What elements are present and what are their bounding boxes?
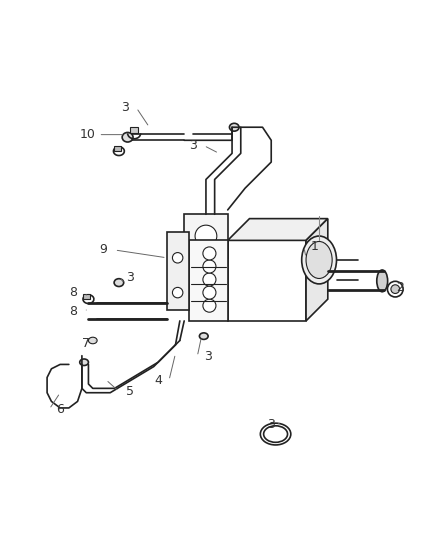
Circle shape xyxy=(203,273,216,286)
Ellipse shape xyxy=(80,359,88,366)
Text: 8: 8 xyxy=(69,286,77,299)
Ellipse shape xyxy=(306,241,332,278)
Text: 5: 5 xyxy=(126,385,134,398)
Text: 6: 6 xyxy=(56,403,64,416)
Text: 1: 1 xyxy=(311,240,319,253)
Bar xyxy=(114,146,120,151)
Ellipse shape xyxy=(377,270,388,292)
Ellipse shape xyxy=(114,279,124,287)
Circle shape xyxy=(203,286,216,299)
Text: 3: 3 xyxy=(126,271,134,284)
Ellipse shape xyxy=(88,337,97,344)
Bar xyxy=(83,294,90,299)
Ellipse shape xyxy=(230,123,239,131)
Polygon shape xyxy=(184,214,228,258)
Polygon shape xyxy=(167,232,188,310)
Polygon shape xyxy=(228,219,328,240)
Circle shape xyxy=(203,247,216,260)
Circle shape xyxy=(388,281,403,297)
Text: 10: 10 xyxy=(80,128,95,141)
Text: 3: 3 xyxy=(121,101,129,114)
Circle shape xyxy=(173,253,183,263)
Ellipse shape xyxy=(122,133,133,142)
Text: 2: 2 xyxy=(396,281,403,294)
Ellipse shape xyxy=(302,236,336,284)
Text: 4: 4 xyxy=(154,374,162,387)
Text: 8: 8 xyxy=(69,305,77,318)
Polygon shape xyxy=(306,219,328,321)
Text: 3: 3 xyxy=(204,350,212,363)
Text: 3: 3 xyxy=(267,417,275,431)
Circle shape xyxy=(195,225,217,247)
Text: 3: 3 xyxy=(189,139,197,152)
Circle shape xyxy=(203,299,216,312)
Circle shape xyxy=(203,260,216,273)
Circle shape xyxy=(173,287,183,298)
Polygon shape xyxy=(188,240,228,321)
Bar xyxy=(130,127,138,133)
Text: 9: 9 xyxy=(100,244,108,256)
Text: 7: 7 xyxy=(82,337,90,350)
Ellipse shape xyxy=(199,333,208,340)
Circle shape xyxy=(391,285,399,294)
